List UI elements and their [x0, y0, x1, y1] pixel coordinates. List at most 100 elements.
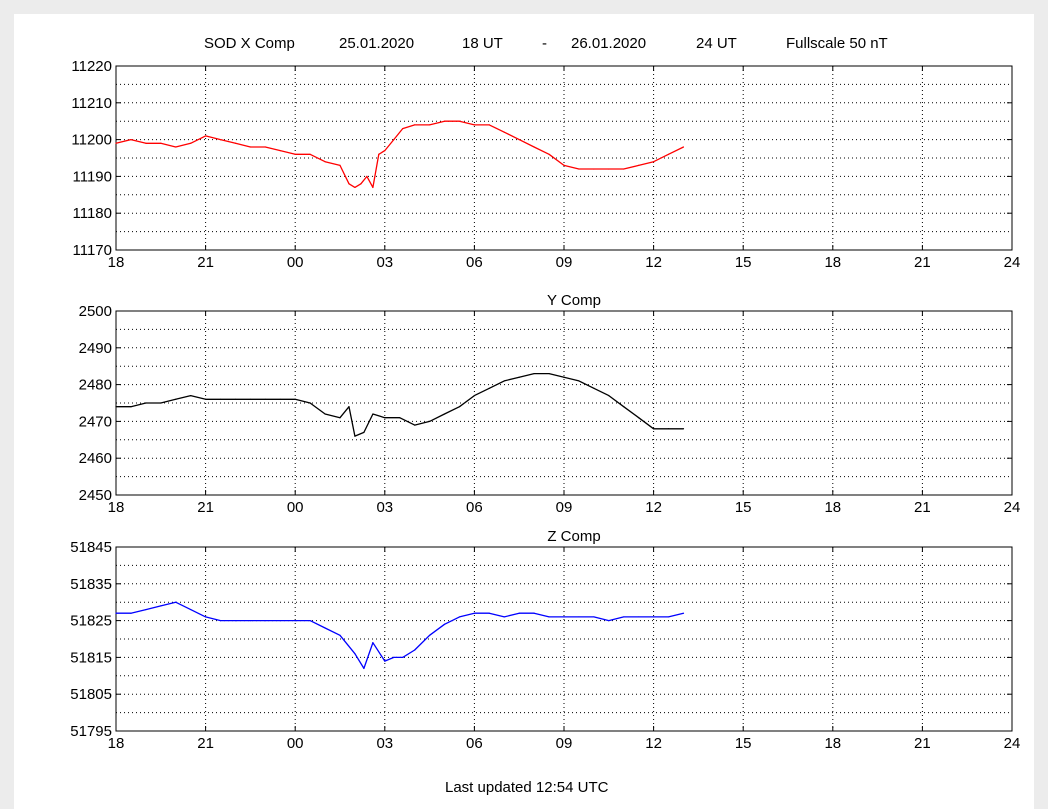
data-point — [563, 616, 565, 618]
data-point — [533, 612, 535, 614]
data-point — [249, 398, 251, 400]
y-tick-label: 51795 — [70, 723, 112, 740]
data-point — [548, 372, 550, 375]
y-tick-label: 11190 — [73, 168, 113, 185]
header-separator: - — [542, 35, 547, 52]
data-point — [473, 395, 475, 397]
data-point — [294, 398, 296, 400]
data-point — [563, 164, 565, 166]
data-point — [309, 153, 311, 155]
x-tick-label: 18 — [108, 254, 125, 271]
x-tick-label: 03 — [376, 499, 393, 516]
data-point — [503, 616, 505, 618]
data-point — [443, 413, 446, 415]
x-tick-label: 03 — [376, 254, 393, 271]
y-tick-label: 51815 — [70, 649, 112, 666]
y-tick-label: 51835 — [70, 576, 112, 593]
x-tick-label: 09 — [556, 735, 573, 752]
header-end-date: 26.01.2020 — [571, 35, 646, 52]
data-point — [393, 139, 395, 141]
data-point — [219, 620, 222, 622]
y-tick-label: 11180 — [73, 205, 113, 222]
data-point — [294, 620, 296, 622]
data-point — [145, 402, 147, 404]
x-tick-label: 18 — [824, 254, 841, 271]
y-tick-label: 2490 — [79, 340, 112, 357]
x-tick-label: 18 — [108, 499, 125, 516]
panel-title: Z Comp — [547, 528, 600, 545]
data-point — [518, 139, 520, 141]
x-tick-label: 15 — [735, 735, 752, 752]
data-point — [548, 153, 550, 155]
data-point — [279, 620, 281, 622]
data-point — [548, 616, 550, 618]
y-tick-label: 2500 — [79, 303, 112, 320]
data-point — [339, 164, 341, 166]
data-point — [324, 413, 326, 415]
data-point — [682, 428, 685, 430]
data-point — [115, 142, 117, 144]
y-tick-label: 11210 — [71, 95, 112, 112]
data-point — [608, 620, 610, 622]
data-point — [279, 150, 281, 152]
x-tick-label: 06 — [466, 499, 483, 516]
header-start-date: 25.01.2020 — [339, 35, 414, 52]
data-point — [473, 612, 475, 614]
data-point — [249, 620, 251, 622]
x-tick-label: 00 — [287, 254, 304, 271]
data-point — [348, 406, 350, 408]
data-point — [160, 402, 162, 404]
data-point — [372, 642, 374, 644]
data-point — [429, 124, 431, 126]
x-tick-label: 24 — [1004, 735, 1021, 752]
data-point — [264, 146, 266, 148]
panel-title: Y Comp — [547, 292, 601, 309]
data-point — [190, 608, 192, 611]
data-point — [414, 424, 416, 426]
x-tick-label: 12 — [645, 499, 662, 516]
data-point — [578, 380, 580, 382]
x-tick-label: 21 — [914, 499, 931, 516]
header-end-hour: 24 UT — [696, 35, 737, 52]
series-line — [116, 372, 684, 437]
data-point — [115, 612, 117, 614]
x-tick-label: 18 — [824, 499, 841, 516]
data-point — [518, 376, 520, 378]
magnetogram-figure: SOD X Comp 25.01.2020 18 UT - 26.01.2020… — [14, 14, 1034, 809]
data-point — [234, 398, 237, 400]
series-line — [115, 120, 684, 189]
x-tick-label: 09 — [556, 499, 573, 516]
data-point — [348, 183, 350, 185]
data-point — [279, 398, 281, 400]
x-tick-label: 15 — [735, 254, 752, 271]
data-point — [578, 616, 580, 618]
data-point — [354, 186, 356, 189]
data-point — [234, 620, 237, 622]
x-tick-label: 06 — [466, 735, 483, 752]
x-tick-label: 12 — [645, 735, 662, 752]
data-point — [638, 417, 640, 419]
data-point — [372, 186, 374, 189]
data-point — [219, 398, 222, 400]
data-point — [653, 161, 655, 163]
data-point — [145, 608, 147, 611]
x-tick-label: 24 — [1004, 499, 1021, 516]
data-point — [682, 146, 685, 148]
data-point — [399, 417, 401, 419]
x-tick-label: 00 — [287, 499, 304, 516]
data-point — [205, 135, 207, 137]
data-point — [393, 656, 395, 659]
x-tick-label: 21 — [197, 735, 214, 752]
data-point — [488, 387, 490, 389]
data-point — [443, 120, 446, 122]
data-point — [608, 395, 610, 397]
data-point — [563, 376, 565, 378]
x-tick-label: 18 — [824, 735, 841, 752]
data-point — [443, 623, 446, 625]
header-start-hour: 18 UT — [462, 35, 503, 52]
data-point — [473, 124, 475, 126]
data-point — [130, 612, 132, 614]
header-station-comp: SOD X Comp — [204, 35, 295, 52]
data-point — [653, 428, 655, 430]
data-point — [130, 406, 132, 408]
